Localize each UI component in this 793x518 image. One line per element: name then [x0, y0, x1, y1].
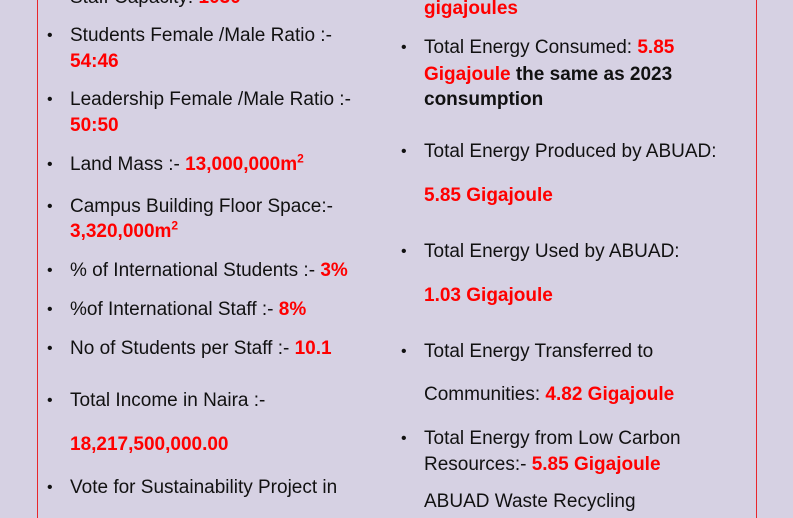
transferred-value: Communities: 4.82 Gigajoule — [424, 384, 675, 405]
bullet: • — [47, 392, 53, 409]
intl-staff: %of International Staff :- 8% — [70, 299, 307, 320]
transferred-label: Total Energy Transferred to — [424, 341, 654, 362]
floor-space-label: Campus Building Floor Space:- — [70, 196, 333, 217]
land-mass: Land Mass :- 13,000,000m2 — [70, 151, 304, 175]
intl-students: % of International Students :- 3% — [70, 260, 348, 281]
consumed-line3: consumption — [424, 89, 544, 110]
used-label: Total Energy Used by ABUAD: — [424, 241, 680, 262]
total-income-label: Total Income in Naira :- — [70, 390, 266, 411]
low-carbon-label: Total Energy from Low Carbon — [424, 428, 681, 449]
bullet: • — [47, 340, 53, 357]
bullet: • — [47, 262, 53, 279]
bullet: • — [47, 198, 53, 215]
bullet: • — [47, 301, 53, 318]
students-ratio-value: 54:46 — [70, 51, 119, 72]
bullet: • — [47, 27, 53, 44]
consumed-line1: Total Energy Consumed: 5.85 — [424, 37, 675, 58]
leadership-ratio-value: 50:50 — [70, 115, 119, 136]
produced-value: 5.85 Gigajoule — [424, 185, 553, 206]
leadership-ratio-label: Leadership Female /Male Ratio :- — [70, 89, 351, 110]
staff-capacity: Staff Capacity: 1030 — [70, 0, 241, 10]
bullet: • — [401, 243, 407, 260]
produced-label: Total Energy Produced by ABUAD: — [424, 141, 717, 162]
bullet: • — [47, 91, 53, 108]
consumed-line2: Gigajoule the same as 2023 — [424, 64, 673, 85]
students-ratio-label: Students Female /Male Ratio :- — [70, 25, 332, 46]
slide-border — [37, 0, 757, 518]
total-income-value: 18,217,500,000.00 — [70, 434, 229, 455]
bullet: • — [401, 143, 407, 160]
bullet: • — [47, 479, 53, 496]
bullet: • — [401, 430, 407, 447]
bullet: • — [401, 39, 407, 56]
used-value: 1.03 Gigajoule — [424, 285, 553, 306]
students-per-staff: No of Students per Staff :- 10.1 — [70, 338, 332, 359]
low-carbon-value: Resources:- 5.85 Gigajoule — [424, 454, 661, 475]
waste-label: ABUAD Waste Recycling — [424, 491, 636, 512]
floor-space-value: 3,320,000m2 — [70, 218, 179, 242]
bullet: • — [401, 343, 407, 360]
bullet: • — [47, 156, 53, 173]
prev-value: gigajoules — [424, 0, 518, 19]
vote-label: Vote for Sustainability Project in — [70, 477, 338, 498]
